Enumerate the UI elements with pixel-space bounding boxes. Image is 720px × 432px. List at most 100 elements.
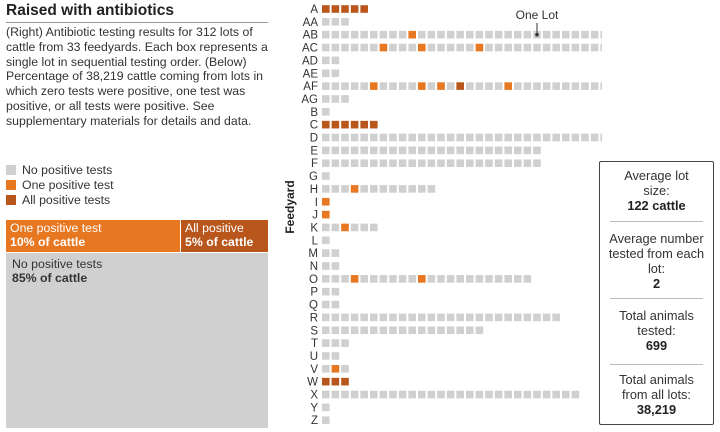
lot-box (350, 390, 359, 399)
lot-box (370, 223, 378, 232)
lot-box (571, 43, 580, 52)
legend-swatch-none (6, 164, 16, 175)
lot-box (379, 185, 388, 193)
lot-box (360, 390, 368, 399)
lot-box (485, 82, 493, 90)
lot-box (370, 120, 378, 129)
lot-box (322, 69, 330, 78)
lot-box (370, 275, 378, 283)
lot-box (398, 30, 407, 39)
lot-box (552, 133, 560, 142)
stat-label: Average number tested from each lot: (608, 231, 705, 276)
lot-box (590, 82, 599, 90)
lot-box (350, 146, 359, 155)
lot-box (456, 275, 464, 283)
lot-box (408, 133, 416, 142)
lot-box (456, 313, 464, 322)
lot-box (446, 82, 455, 90)
lot-box (389, 313, 397, 322)
legend-item-none: No positive tests (6, 162, 114, 177)
lot-box (341, 275, 349, 283)
lot-box (571, 82, 580, 90)
lot-box (485, 43, 493, 52)
lot-box (331, 159, 340, 167)
lot-box (370, 30, 378, 39)
lot-box (341, 377, 349, 386)
lot-box (322, 416, 330, 424)
lot-box (322, 262, 330, 270)
lot-box (360, 133, 368, 142)
lot-box (504, 313, 512, 322)
feedyard-label: I (315, 197, 318, 209)
lot-box (322, 82, 330, 90)
lot-box (514, 43, 522, 52)
lot-box (475, 43, 484, 52)
lot-box (542, 133, 551, 142)
feedyard-label: H (310, 184, 318, 196)
legend-swatch-all (6, 194, 16, 205)
lot-box (331, 313, 340, 322)
lot-box (322, 133, 330, 142)
feedyard-label: E (310, 145, 318, 157)
lot-box (331, 69, 340, 78)
lot-box (562, 43, 570, 52)
feedyard-label: G (309, 171, 318, 183)
lot-box (350, 5, 359, 13)
lot-box (466, 313, 474, 322)
lot-box (504, 43, 512, 52)
lot-box (322, 95, 330, 103)
lot-box (408, 313, 416, 322)
lot-box (523, 159, 532, 167)
feedyard-label: T (311, 338, 318, 350)
lot-box (418, 275, 426, 283)
lot-box (446, 390, 455, 399)
lot-box (322, 43, 330, 52)
lot-box (322, 403, 330, 412)
lot-box (590, 30, 599, 39)
lot-box (370, 326, 378, 335)
lot-box (418, 185, 426, 193)
description: (Right) Antibiotic testing results for 3… (6, 25, 268, 128)
lot-box (475, 30, 484, 39)
lot-box (456, 133, 464, 142)
lot-box (562, 30, 570, 39)
feedyard-label: AG (301, 94, 318, 106)
feedyard-label: S (310, 325, 318, 337)
lot-box (475, 326, 484, 335)
lot-box (494, 275, 503, 283)
lot-box (446, 326, 455, 335)
lot-box (466, 43, 474, 52)
lot-box (552, 313, 560, 322)
lot-box (331, 30, 340, 39)
segment-one-positive: One positive test 10% of cattle (6, 220, 180, 252)
lot-box (542, 43, 551, 52)
lot-box (322, 365, 330, 373)
lot-box (331, 43, 340, 52)
lot-box (600, 43, 602, 52)
lot-box (360, 5, 368, 13)
lot-box (590, 133, 599, 142)
lot-box (408, 30, 416, 39)
lot-box (408, 82, 416, 90)
lot-box (437, 133, 445, 142)
lot-box (494, 390, 503, 399)
lot-box (331, 300, 340, 309)
lot-box (466, 326, 474, 335)
stat-label: Total animals tested: (619, 308, 694, 338)
lot-box (418, 82, 426, 90)
feedyard-label: L (312, 235, 319, 247)
lot-box (466, 133, 474, 142)
lot-box (427, 185, 436, 193)
lot-box (562, 390, 570, 399)
lot-box (398, 185, 407, 193)
lot-box (533, 133, 541, 142)
lot-box (494, 30, 503, 39)
lot-box (322, 56, 330, 65)
stat-value: 2 (652, 276, 661, 291)
lot-box (437, 30, 445, 39)
lot-box (370, 82, 378, 90)
lot-box (322, 30, 330, 39)
lot-box (341, 223, 349, 232)
lot-box (350, 82, 359, 90)
lot-box (322, 159, 330, 167)
